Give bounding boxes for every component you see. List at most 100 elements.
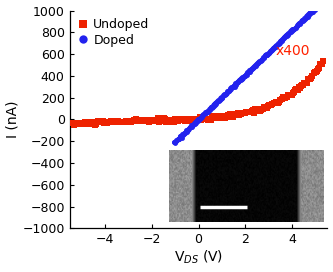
Doped (296, 22, 301, 26)
Undoped (172, 117, 178, 121)
Doped (175, 137, 181, 141)
Undoped (130, 118, 135, 123)
Doped (240, 76, 246, 80)
Doped (264, 53, 269, 57)
Undoped (145, 118, 150, 122)
Doped (173, 140, 178, 144)
Doped (204, 109, 210, 114)
Undoped (76, 121, 82, 126)
Undoped (195, 117, 200, 121)
Doped (255, 60, 261, 64)
Doped (225, 91, 230, 95)
Undoped (168, 118, 173, 122)
Undoped (142, 119, 147, 123)
Undoped (221, 114, 227, 119)
Doped (306, 12, 311, 17)
Doped (307, 11, 312, 15)
Undoped (93, 122, 99, 126)
Doped (277, 41, 282, 45)
Undoped (259, 106, 265, 111)
Legend: Undoped, Doped: Undoped, Doped (76, 17, 151, 48)
Doped (306, 13, 312, 17)
Doped (283, 34, 288, 39)
Doped (197, 116, 202, 121)
Doped (215, 99, 221, 103)
Doped (241, 74, 246, 78)
Undoped (109, 120, 115, 124)
Doped (285, 33, 290, 38)
Undoped (104, 120, 109, 125)
Undoped (143, 119, 148, 123)
Doped (226, 88, 231, 93)
Doped (292, 25, 298, 30)
Doped (289, 29, 294, 33)
Doped (190, 125, 195, 129)
Undoped (281, 96, 286, 101)
Undoped (209, 115, 214, 119)
Doped (263, 53, 268, 57)
Doped (292, 26, 297, 31)
Doped (299, 19, 305, 23)
Undoped (137, 119, 142, 123)
Doped (193, 120, 198, 125)
Doped (200, 113, 205, 118)
Undoped (111, 119, 116, 124)
Doped (312, 6, 318, 10)
Undoped (247, 110, 252, 114)
Undoped (188, 118, 194, 122)
Undoped (95, 120, 100, 125)
Doped (260, 55, 266, 60)
Doped (305, 14, 310, 19)
Undoped (127, 119, 132, 123)
Undoped (203, 117, 208, 121)
Doped (184, 130, 189, 134)
Undoped (128, 119, 133, 123)
Doped (265, 51, 270, 55)
Undoped (154, 118, 159, 122)
Doped (301, 16, 306, 21)
Doped (261, 55, 266, 59)
Doped (301, 18, 306, 23)
Doped (226, 89, 232, 94)
Doped (291, 27, 297, 31)
Doped (282, 35, 288, 39)
Doped (174, 138, 179, 142)
Doped (257, 59, 262, 63)
Undoped (270, 102, 275, 107)
Undoped (81, 121, 86, 125)
Undoped (103, 120, 108, 124)
Doped (179, 135, 184, 140)
Undoped (171, 119, 176, 124)
Doped (247, 68, 252, 72)
Undoped (246, 110, 251, 115)
Doped (248, 67, 254, 71)
Doped (303, 16, 309, 20)
Doped (248, 70, 253, 74)
Undoped (150, 118, 155, 122)
Undoped (282, 95, 288, 100)
Doped (216, 97, 221, 102)
Doped (206, 109, 211, 113)
Doped (225, 89, 231, 93)
Doped (198, 116, 203, 120)
Doped (228, 87, 233, 91)
Doped (248, 68, 253, 72)
Undoped (239, 111, 244, 116)
Doped (252, 64, 258, 68)
Undoped (196, 118, 202, 122)
Undoped (262, 105, 267, 109)
Doped (233, 82, 239, 87)
Undoped (162, 116, 167, 121)
Doped (267, 51, 272, 55)
Undoped (125, 119, 131, 123)
Doped (287, 30, 292, 35)
Undoped (240, 110, 245, 115)
Doped (233, 82, 238, 86)
Doped (202, 111, 208, 116)
Doped (255, 61, 260, 66)
Undoped (289, 92, 294, 97)
Doped (274, 43, 280, 47)
Doped (309, 9, 315, 13)
Undoped (187, 117, 192, 121)
Doped (224, 91, 229, 95)
